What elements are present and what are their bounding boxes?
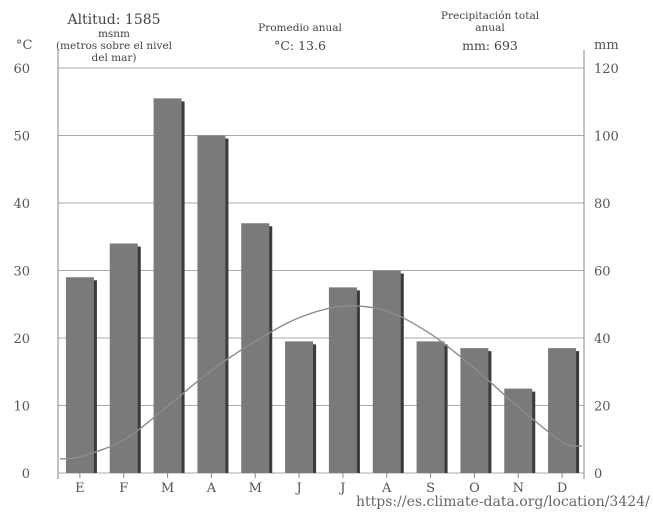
right-tick-label: 20 <box>594 400 611 415</box>
month-label: E <box>75 481 85 496</box>
left-axis-unit: °C <box>16 38 33 53</box>
precipitation-bar <box>109 243 138 473</box>
right-tick-label: 100 <box>594 130 619 145</box>
precipitation-bar <box>504 388 533 473</box>
right-tick-label: 0 <box>594 467 602 482</box>
precipitation-summary-value: mm: 693 <box>462 38 518 54</box>
left-tick-label: 60 <box>13 62 30 77</box>
left-tick-label: 10 <box>13 400 30 415</box>
temperature-summary-value: °C: 13.6 <box>274 38 326 54</box>
month-label: D <box>557 481 567 496</box>
month-label: F <box>119 481 128 496</box>
altitude-unit: msnm <box>97 28 131 41</box>
precipitation-bar <box>372 270 401 473</box>
precipitation-bar <box>548 348 577 473</box>
right-axis-unit: mm <box>594 38 619 53</box>
temperature-summary-title: Promedio anual <box>258 22 342 34</box>
left-tick-label: 20 <box>13 332 30 347</box>
precipitation-bar <box>328 287 357 473</box>
month-label: A <box>381 481 392 496</box>
precipitation-bar <box>197 135 226 473</box>
month-label: S <box>426 481 435 496</box>
temperature-summary: Promedio anual °C: 13.6 <box>235 22 365 53</box>
precipitation-bar <box>285 341 314 473</box>
month-label: J <box>338 481 345 496</box>
month-label: A <box>206 481 217 496</box>
altitude-block: Altitud: 1585 msnm (metros sobre el nive… <box>44 12 184 64</box>
month-label: N <box>513 481 524 496</box>
left-tick-label: 40 <box>13 197 30 212</box>
left-tick-label: 50 <box>13 130 30 145</box>
left-tick-label: 30 <box>13 265 30 280</box>
right-tick-label: 80 <box>594 197 611 212</box>
precipitation-summary-title: Precipitación total anual <box>440 10 540 35</box>
source-url[interactable]: https://es.climate-data.org/location/342… <box>356 494 650 510</box>
month-label: M <box>161 481 174 496</box>
precipitation-bar <box>153 98 182 473</box>
precipitation-bar <box>460 348 489 473</box>
right-tick-label: 120 <box>594 62 619 77</box>
altitude-note: (metros sobre el nivel del mar) <box>55 40 173 65</box>
precipitation-bar <box>416 341 445 473</box>
right-tick-label: 60 <box>594 265 611 280</box>
temperature-line <box>59 305 583 460</box>
right-tick-label: 40 <box>594 332 611 347</box>
month-label: O <box>469 481 480 496</box>
precipitation-bar <box>65 277 94 473</box>
left-tick-label: 0 <box>22 467 30 482</box>
precipitation-summary: Precipitación total anual mm: 693 <box>430 10 550 54</box>
month-label: J <box>294 481 301 496</box>
month-label: M <box>249 481 262 496</box>
altitude-label: Altitud: 1585 <box>67 12 161 28</box>
precipitation-bar <box>241 223 270 473</box>
